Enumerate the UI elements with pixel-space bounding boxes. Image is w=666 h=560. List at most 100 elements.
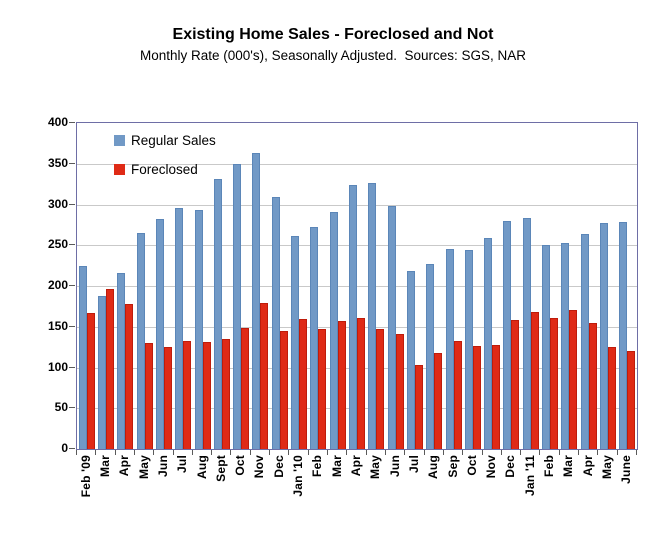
bar-regular-sales	[503, 220, 512, 449]
bar-foreclosed	[569, 309, 578, 449]
bar-regular-sales	[522, 217, 531, 449]
x-tick-mark	[365, 450, 367, 455]
bar-foreclosed	[241, 328, 250, 449]
bar-foreclosed	[550, 317, 559, 449]
bar-foreclosed	[453, 340, 462, 449]
chart-title: Existing Home Sales - Foreclosed and Not	[172, 26, 494, 43]
y-tick-label: 150	[47, 318, 68, 333]
x-tick-mark	[597, 450, 599, 455]
bar-foreclosed	[376, 329, 385, 449]
x-tick-label: Feb	[542, 455, 557, 477]
x-tick-label: Nov	[484, 455, 499, 479]
chart-subtitle: Monthly Rate (000's), Seasonally Adjuste…	[139, 48, 526, 63]
x-tick-label: Jan '11	[522, 455, 537, 496]
x-tick-mark	[346, 450, 348, 455]
bar-foreclosed	[357, 317, 365, 449]
bar-regular-sales	[387, 206, 396, 449]
x-tick-mark	[616, 450, 618, 455]
bar-foreclosed	[530, 312, 539, 449]
x-tick-label: May	[368, 455, 383, 479]
y-tick-mark	[69, 285, 75, 286]
x-tick-label: Oct	[464, 455, 479, 476]
bar-regular-sales	[310, 227, 319, 449]
bar-foreclosed	[299, 318, 308, 449]
y-tick-mark	[69, 325, 75, 327]
legend-item-foreclosed: Foreclosed	[114, 162, 216, 177]
bar-foreclosed	[472, 346, 481, 449]
x-tick-mark	[133, 450, 135, 455]
x-tick-mark	[462, 450, 464, 455]
bar-regular-sales	[426, 263, 435, 449]
x-tick-label: Dec	[503, 455, 518, 478]
x-tick-mark	[269, 450, 271, 455]
bar-regular-sales	[175, 207, 184, 449]
y-tick-mark	[69, 407, 75, 409]
x-tick-mark	[191, 450, 193, 455]
y-tick-mark	[69, 122, 75, 123]
bar-regular-sales	[252, 153, 261, 449]
x-tick-mark	[327, 450, 329, 455]
bar-foreclosed	[395, 334, 404, 449]
bar-foreclosed	[105, 289, 114, 449]
bar-regular-sales	[619, 221, 628, 449]
bar-regular-sales	[542, 245, 551, 449]
legend-label-foreclosed: Foreclosed	[131, 162, 198, 177]
x-tick-mark	[76, 450, 77, 455]
x-tick-mark	[384, 450, 386, 455]
bar-foreclosed	[202, 342, 211, 449]
y-tick-label: 200	[47, 278, 68, 292]
x-tick-label: Dec	[271, 455, 286, 478]
x-tick-label: Jun	[155, 455, 170, 477]
y-tick-label: 250	[47, 237, 68, 252]
bar-regular-sales	[368, 183, 377, 449]
x-tick-mark	[249, 450, 251, 455]
x-tick-mark	[307, 450, 309, 455]
x-tick-label: Jun	[387, 455, 402, 477]
bar-regular-sales	[561, 242, 570, 449]
bar-foreclosed	[434, 352, 443, 449]
x-tick-mark	[500, 450, 502, 455]
bar-regular-sales	[78, 265, 87, 449]
bar-regular-sales	[291, 236, 300, 449]
x-tick-label: Mar	[561, 455, 576, 477]
x-tick-label: Oct	[233, 455, 248, 476]
bar-foreclosed	[260, 303, 269, 449]
bar-foreclosed	[318, 329, 327, 449]
bar-regular-sales	[97, 295, 106, 449]
x-tick-mark	[558, 450, 560, 455]
x-tick-label: Sept	[213, 455, 228, 482]
y-tick-label: 50	[54, 400, 68, 415]
bar-foreclosed	[492, 344, 501, 449]
bar-foreclosed	[337, 321, 346, 449]
x-tick-label: Mar	[329, 455, 344, 477]
x-tick-label: Apr	[349, 455, 363, 477]
bar-foreclosed	[279, 330, 288, 449]
x-tick-mark	[578, 450, 580, 455]
x-tick-label: Jul	[175, 455, 190, 473]
legend-swatch-regular-sales	[114, 135, 125, 146]
legend-label-regular-sales: Regular Sales	[131, 133, 216, 148]
gridline-200	[77, 286, 637, 287]
x-tick-label: Jan '10	[291, 455, 306, 497]
x-tick-mark	[442, 450, 444, 455]
y-tick-mark	[69, 448, 75, 449]
y-tick-label: 300	[47, 196, 68, 211]
y-tick-label: 0	[61, 441, 68, 455]
x-tick-mark	[114, 450, 116, 455]
bar-foreclosed	[627, 351, 636, 449]
x-tick-label: Feb	[310, 455, 325, 477]
x-tick-mark	[636, 450, 637, 455]
bar-regular-sales	[213, 179, 222, 449]
y-tick-mark	[69, 203, 75, 205]
bar-regular-sales	[136, 233, 145, 449]
bar-regular-sales	[484, 237, 493, 449]
plot-area	[76, 122, 638, 450]
bar-regular-sales	[155, 219, 164, 449]
bar-foreclosed	[221, 338, 230, 449]
x-tick-label: Nov	[252, 455, 267, 479]
x-tick-mark	[404, 450, 406, 455]
x-tick-mark	[539, 450, 541, 455]
x-tick-label: Aug	[194, 455, 209, 479]
bar-regular-sales	[329, 211, 338, 449]
x-tick-label: Apr	[580, 455, 595, 477]
